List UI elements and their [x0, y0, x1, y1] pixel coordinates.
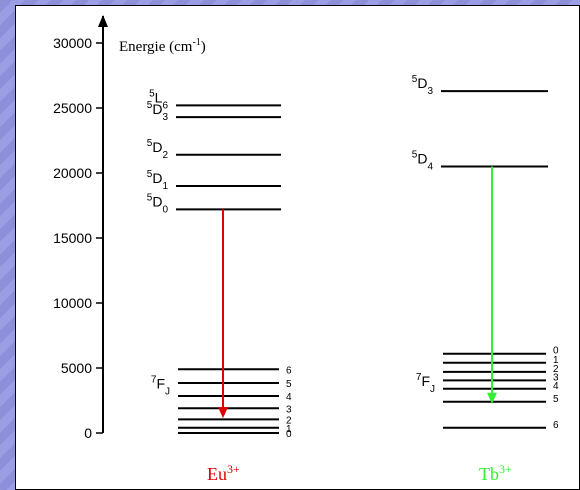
- axis-label: Energie (cm-1): [119, 37, 206, 55]
- eu-j-label: 5: [286, 379, 292, 390]
- tb-j-label: 5: [553, 394, 559, 405]
- tb-j-label: 6: [553, 420, 559, 431]
- eu-j-label: 0: [286, 429, 292, 440]
- y-tick-label: 5000: [61, 360, 92, 376]
- tb-arrow-head: [487, 392, 497, 404]
- eu-manifold-label: 7FJ: [151, 374, 170, 397]
- diagram-canvas: 0 5000 10000 15000 20000 25000 30000 Energie (…: [53, 15, 559, 484]
- y-tick-label: 30000: [53, 35, 92, 51]
- eu-j-label: 4: [286, 392, 292, 403]
- eu-arrow-head: [218, 407, 228, 419]
- y-tick-label: 25000: [53, 100, 92, 116]
- eu-ion-label: Eu3+: [207, 462, 240, 484]
- tb-j-label: 4: [553, 381, 559, 392]
- eu-level-label: 5D2: [147, 138, 169, 161]
- y-tick-label: 0: [84, 425, 92, 441]
- y-tick-label: 20000: [53, 165, 92, 181]
- y-tick-label: 10000: [53, 295, 92, 311]
- tb-j-label: 0: [553, 346, 559, 357]
- eu-level-label: 5D0: [147, 192, 169, 215]
- tb-j-label: 1: [553, 355, 559, 366]
- eu-j-label: 2: [286, 415, 292, 426]
- tb-level-label: 5D4: [412, 150, 434, 173]
- eu-level-label: 5D3: [147, 100, 169, 123]
- eu-level-label: 5L6: [149, 88, 168, 111]
- eu-j-label: 3: [286, 404, 292, 415]
- y-tick-label: 15000: [53, 230, 92, 246]
- tb-level-label: 5D3: [412, 74, 434, 97]
- tb-ion-label: Tb3+: [479, 462, 512, 484]
- eu-j-label: 1: [286, 424, 292, 435]
- eu-level-label: 5D1: [147, 169, 169, 192]
- tb-j-label: 3: [553, 372, 559, 383]
- energy-level-diagram: 0 5000 10000 15000 20000 25000 30000 Energie (…: [15, 5, 580, 490]
- eu-j-label: 6: [286, 365, 292, 376]
- tb-manifold-label: 7FJ: [416, 372, 435, 395]
- tb-j-label: 2: [553, 364, 559, 375]
